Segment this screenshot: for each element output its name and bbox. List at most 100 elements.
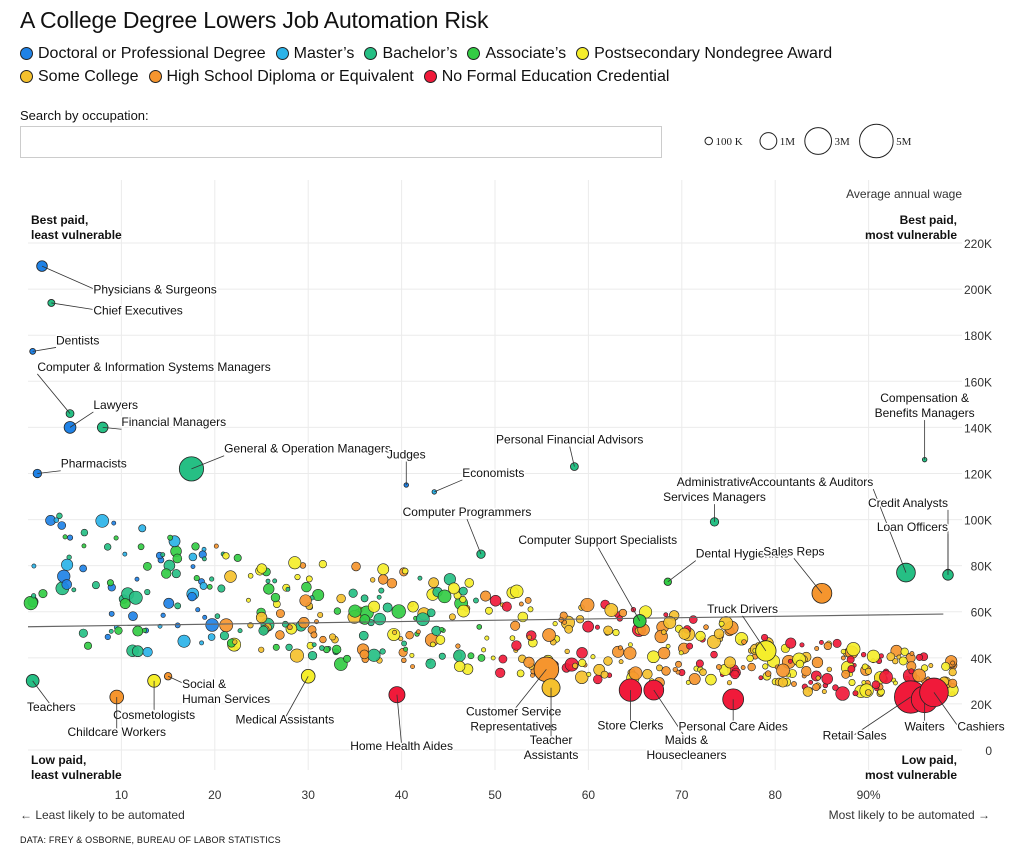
labeled-bubble[interactable] [36,260,48,272]
occupation-bubble[interactable] [219,631,229,641]
occupation-bubble[interactable] [762,663,769,670]
occupation-bubble[interactable] [425,658,436,669]
labeled-bubble[interactable] [178,456,204,482]
occupation-bubble[interactable] [498,654,508,664]
occupation-bubble[interactable] [409,652,415,658]
occupation-bubble[interactable] [523,656,535,668]
occupation-bubble[interactable] [167,534,174,541]
occupation-bubble[interactable] [866,649,880,663]
occupation-bubble[interactable] [391,604,406,619]
occupation-bubble[interactable] [378,587,385,594]
occupation-bubble[interactable] [191,542,200,551]
occupation-bubble[interactable] [71,587,77,593]
occupation-bubble[interactable] [174,622,181,629]
occupation-bubble[interactable] [305,575,313,583]
occupation-bubble[interactable] [484,635,490,641]
occupation-bubble[interactable] [657,646,671,660]
occupation-bubble[interactable] [710,650,718,659]
occupation-bubble[interactable] [275,609,285,618]
occupation-bubble[interactable] [81,543,87,549]
occupation-bubble[interactable] [382,602,393,613]
occupation-bubble[interactable] [685,680,691,685]
occupation-bubble[interactable] [453,649,466,663]
occupation-bubble[interactable] [137,543,145,551]
occupation-bubble[interactable] [426,608,436,618]
occupation-bubble[interactable] [718,620,725,627]
occupation-bubble[interactable] [593,674,603,685]
occupation-bubble[interactable] [373,612,386,626]
occupation-bubble[interactable] [113,535,119,541]
occupation-bubble[interactable] [950,660,956,666]
occupation-bubble[interactable] [603,656,613,666]
occupation-bubble[interactable] [516,669,525,678]
labeled-bubble[interactable] [47,299,56,307]
occupation-bubble[interactable] [663,612,669,618]
occupation-bubble[interactable] [275,630,285,640]
occupation-bubble[interactable] [351,561,361,572]
occupation-bubble[interactable] [122,551,128,557]
occupation-search-input[interactable] [20,126,662,158]
legend-item-doctoral[interactable]: Doctoral or Professional Degree [20,45,266,63]
occupation-bubble[interactable] [272,578,278,584]
occupation-bubble[interactable] [459,595,467,603]
occupation-bubble[interactable] [410,664,415,669]
occupation-bubble[interactable] [578,658,587,668]
occupation-bubble[interactable] [294,573,301,581]
occupation-bubble[interactable] [311,642,317,648]
occupation-bubble[interactable] [740,665,746,670]
occupation-bubble[interactable] [67,534,74,541]
occupation-bubble[interactable] [301,581,312,593]
occupation-bubble[interactable] [467,652,475,660]
occupation-bubble[interactable] [815,675,821,681]
occupation-bubble[interactable] [104,633,111,641]
occupation-bubble[interactable] [848,679,856,686]
occupation-bubble[interactable] [840,655,846,661]
occupation-bubble[interactable] [287,624,293,631]
occupation-bubble[interactable] [841,669,851,679]
occupation-bubble[interactable] [132,625,144,637]
occupation-bubble[interactable] [473,597,479,604]
occupation-bubble[interactable] [83,641,93,650]
occupation-bubble[interactable] [819,640,824,645]
occupation-bubble[interactable] [879,670,893,684]
occupation-bubble[interactable] [111,520,117,526]
occupation-bubble[interactable] [871,680,881,689]
occupation-bubble[interactable] [360,594,369,603]
legend-item-masters[interactable]: Master’s [275,45,354,63]
occupation-bubble[interactable] [207,633,216,641]
occupation-bubble[interactable] [511,640,522,651]
occupation-bubble[interactable] [526,634,532,640]
occupation-bubble[interactable] [524,596,532,604]
occupation-bubble[interactable] [604,603,619,617]
occupation-bubble[interactable] [527,606,534,613]
occupation-bubble[interactable] [814,646,820,651]
occupation-bubble[interactable] [438,652,446,660]
occupation-bubble[interactable] [811,656,824,669]
occupation-bubble[interactable] [603,625,613,636]
occupation-bubble[interactable] [802,686,813,697]
occupation-bubble[interactable] [695,659,704,668]
occupation-bubble[interactable] [132,645,144,658]
occupation-bubble[interactable] [95,514,109,528]
occupation-bubble[interactable] [776,663,790,678]
occupation-bubble[interactable] [78,628,88,638]
occupation-bubble[interactable] [144,588,151,596]
occupation-bubble[interactable] [777,677,788,688]
occupation-bubble[interactable] [199,640,204,646]
occupation-bubble[interactable] [900,647,909,656]
occupation-bubble[interactable] [106,579,114,587]
occupation-bubble[interactable] [481,647,487,653]
occupation-bubble[interactable] [108,610,115,617]
occupation-bubble[interactable] [628,642,633,648]
occupation-bubble[interactable] [600,670,609,679]
occupation-bubble[interactable] [518,601,524,607]
occupation-bubble[interactable] [490,655,496,661]
occupation-bubble[interactable] [455,643,461,649]
occupation-bubble[interactable] [564,624,574,634]
occupation-bubble[interactable] [647,650,660,664]
occupation-bubble[interactable] [333,607,342,615]
labeled-bubble[interactable] [896,562,916,583]
occupation-bubble[interactable] [686,642,694,650]
occupation-bubble[interactable] [232,639,238,645]
occupation-bubble[interactable] [791,681,797,687]
